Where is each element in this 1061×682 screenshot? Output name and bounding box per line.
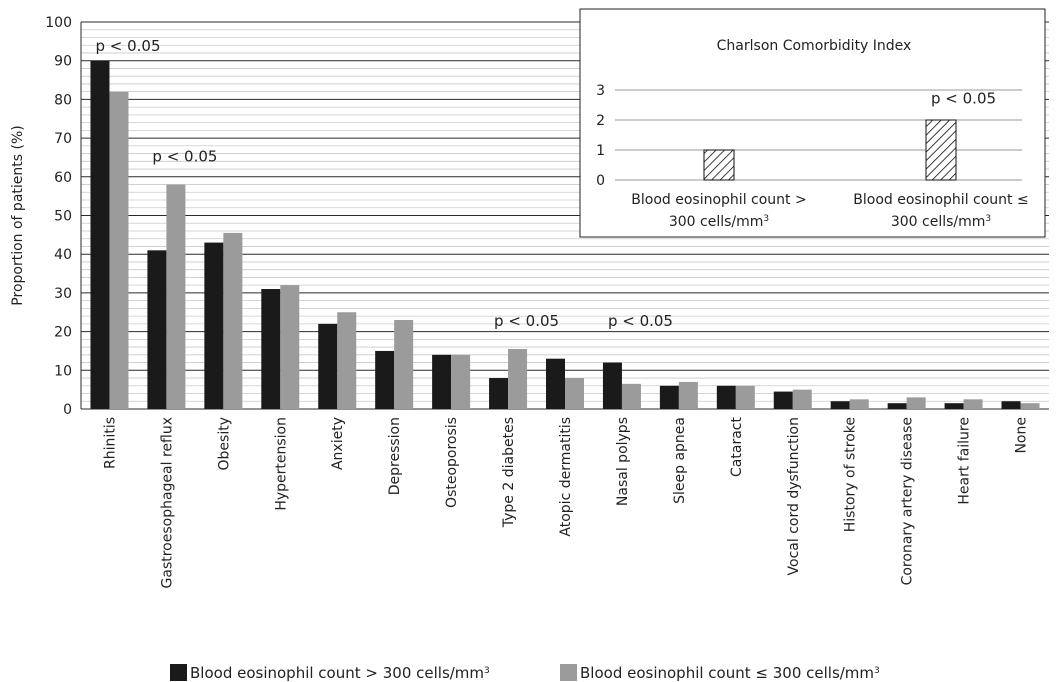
legend-swatch [560, 664, 577, 681]
bar-low-eos [109, 91, 129, 409]
x-tick-label: Coronary artery disease [900, 417, 916, 585]
inset-x-tick-label: Blood eosinophil count > [631, 192, 806, 208]
bar-low-eos [223, 232, 243, 409]
inset-x-tick-label-line2: 300 cells/mm3 [891, 214, 991, 230]
x-tick-label: Anxiety [330, 417, 346, 470]
y-tick-label: 30 [54, 286, 72, 302]
y-tick-label: 80 [54, 92, 72, 108]
bar-low-eos [565, 378, 584, 409]
bar-high-eos [147, 250, 167, 409]
inset-cci-chart: Charlson Comorbidity Index 0 1 2 3 Blood eosi… [579, 8, 1046, 238]
inset-y-tick-label: 3 [596, 83, 605, 99]
y-tick-label: 40 [54, 247, 72, 263]
bar-low-eos [166, 184, 186, 409]
inset-title: Charlson Comorbidity Index [717, 38, 912, 54]
inset-y-tick-label: 2 [596, 113, 605, 129]
y-tick-label: 50 [54, 209, 72, 225]
bar-low-eos [337, 312, 357, 409]
bar-high-eos [432, 354, 452, 409]
bar-low-eos [792, 389, 812, 409]
x-tick-label: Sleep apnea [672, 417, 688, 504]
inset-x-tick-label-line2: 300 cells/mm3 [669, 214, 769, 230]
y-tick-label: 90 [54, 54, 72, 70]
bar-high-eos [261, 289, 281, 409]
x-tick-label: Nasal polyps [615, 417, 631, 506]
inset-bar [925, 119, 957, 181]
y-tick-label: 60 [54, 170, 72, 186]
bar-high-eos [602, 362, 622, 409]
x-tick-label: Hypertension [273, 417, 289, 511]
bar-low-eos [508, 349, 528, 409]
bar-high-eos [204, 242, 224, 409]
significance-annotation: p < 0.05 [152, 147, 217, 165]
bar-low-eos [394, 319, 414, 409]
bar-low-eos [621, 383, 641, 409]
bar-low-eos [280, 285, 300, 409]
x-tick-label: Vocal cord dysfunction [786, 417, 802, 575]
x-tick-label: None [1014, 417, 1030, 454]
x-tick-label: Atopic dermatitis [558, 417, 574, 537]
inset-bar [703, 149, 735, 181]
y-tick-label: 10 [54, 363, 72, 379]
significance-annotation: p < 0.05 [95, 37, 160, 55]
legend-swatch [170, 664, 187, 681]
bar-high-eos [773, 391, 793, 409]
bar-low-eos [849, 399, 869, 409]
significance-annotation: p < 0.05 [608, 312, 673, 330]
bar-low-eos [735, 385, 755, 409]
bar-high-eos [489, 378, 509, 409]
legend-label: Blood eosinophil count > 300 cells/mm3 [190, 664, 490, 682]
bar-high-eos [716, 385, 736, 409]
bar-high-eos [318, 323, 338, 409]
bar-high-eos [944, 403, 964, 409]
x-tick-label: Depression [387, 417, 403, 495]
bar-high-eos [375, 350, 395, 409]
y-tick-label: 20 [54, 325, 72, 341]
x-tick-label: Osteoporosis [444, 417, 460, 508]
bar-high-eos [90, 60, 110, 409]
bar-high-eos [1001, 401, 1021, 409]
inset-y-tick-label: 0 [596, 173, 605, 189]
bar-high-eos [887, 403, 907, 409]
significance-annotation: p < 0.05 [494, 312, 559, 330]
x-tick-label: Type 2 diabetes [501, 417, 517, 528]
inset-significance-annotation: p < 0.05 [931, 90, 996, 108]
x-tick-label: Heart failure [957, 417, 973, 505]
bar-high-eos [659, 385, 679, 409]
legend: Blood eosinophil count > 300 cells/mm3 Bl… [170, 664, 880, 682]
y-tick-label: 70 [54, 131, 72, 147]
x-tick-label: Gastroesophageal reflux [159, 417, 175, 589]
bar-low-eos [963, 399, 983, 409]
bar-low-eos [451, 354, 471, 409]
bar-low-eos [906, 397, 926, 409]
inset-y-tick-label: 1 [596, 143, 605, 159]
legend-label: Blood eosinophil count ≤ 300 cells/mm3 [580, 664, 880, 682]
x-tick-label: Rhinitis [102, 417, 118, 469]
y-tick-label: 100 [45, 15, 72, 31]
x-tick-label: Obesity [216, 417, 232, 470]
y-tick-label: 0 [63, 402, 72, 418]
bar-high-eos [830, 401, 850, 409]
x-tick-label: Cataract [729, 416, 745, 476]
bar-low-eos [678, 381, 698, 409]
bar-high-eos [546, 358, 565, 409]
x-tick-label: History of stroke [843, 417, 859, 532]
y-axis-title: Proportion of patients (%) [10, 125, 26, 305]
inset-x-tick-label: Blood eosinophil count ≤ [853, 192, 1028, 208]
inset-frame [579, 8, 1046, 238]
bar-low-eos [1020, 403, 1040, 409]
